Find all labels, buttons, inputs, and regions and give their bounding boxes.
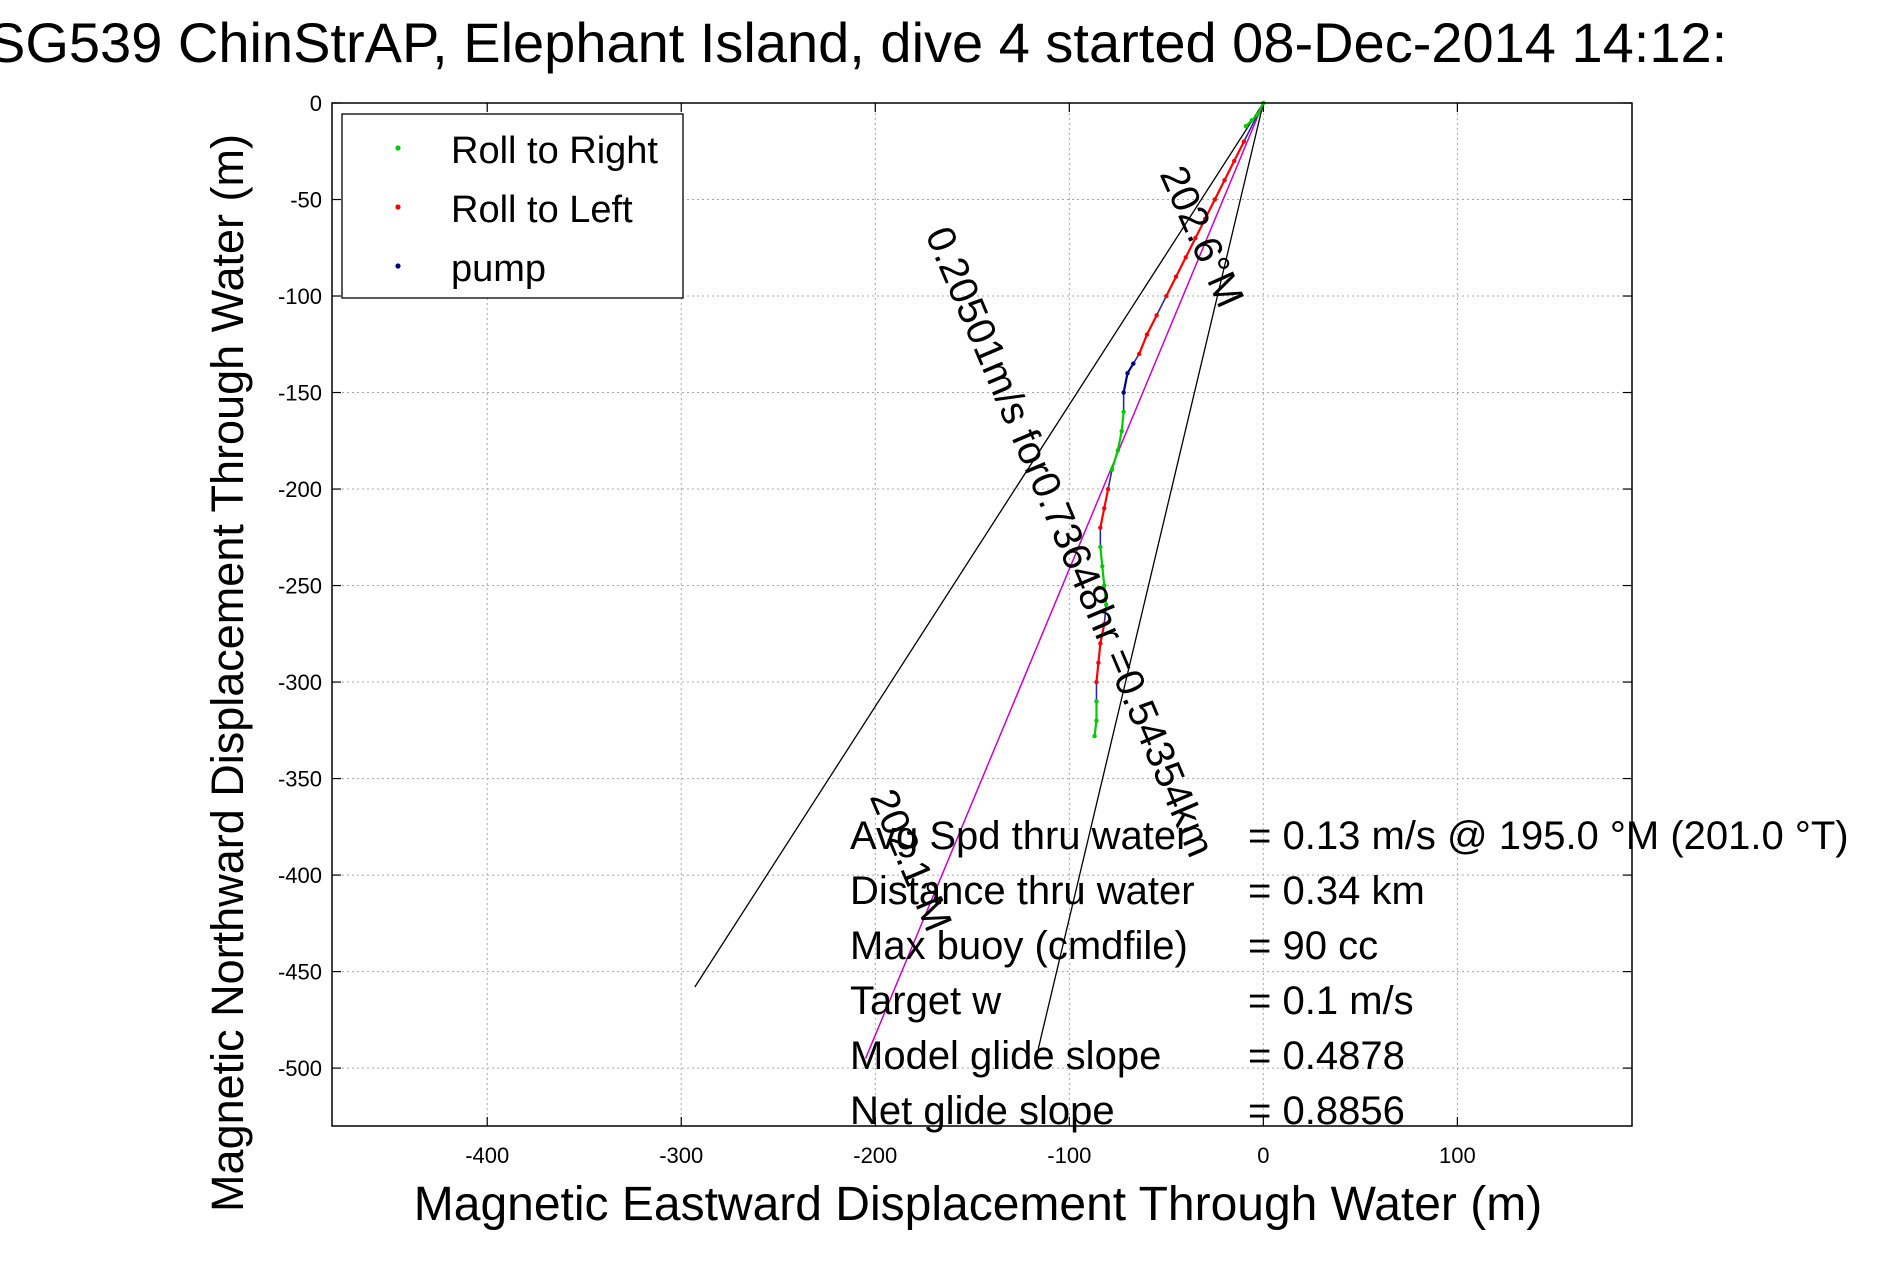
cone-line	[694, 102, 1264, 988]
tick-labels: -400 -300 -200 -100 0 100 0 -50 -100 -150 -200 -250…	[278, 91, 1476, 1168]
y-tick-label: 0	[310, 91, 322, 116]
y-tick-label: -350	[278, 767, 322, 792]
info-value: = 90 cc	[1248, 924, 1378, 968]
roll-left-point	[1144, 332, 1150, 337]
roll-left-point	[1164, 293, 1169, 299]
roll-left-point	[1183, 255, 1188, 260]
x-tick-label: 0	[1257, 1143, 1269, 1168]
roll-right-point	[1092, 733, 1097, 739]
info-label: Distance thru water	[850, 869, 1195, 913]
heading-line	[864, 102, 1265, 1059]
y-tick-label: -250	[278, 574, 322, 599]
roll-right-point	[1094, 718, 1099, 723]
roll-left-segment	[1095, 623, 1106, 683]
x-axis-label: Magnetic Eastward Displacement Through W…	[414, 1178, 1542, 1231]
roll-right-point	[1115, 448, 1121, 453]
pump-point	[1131, 361, 1136, 366]
y-tick-label: -100	[278, 284, 322, 309]
info-label: Avg Spd thru water	[850, 814, 1189, 858]
roll-right-point	[1243, 123, 1249, 129]
roll-left-point	[1202, 216, 1208, 222]
x-tick-label: -200	[853, 1143, 897, 1168]
y-tick-label: -400	[278, 863, 322, 888]
info-value: = 0.34 km	[1248, 869, 1425, 913]
roll-right-segment	[1245, 102, 1265, 127]
roll-left-point	[1222, 178, 1227, 183]
chart-title: SG539 ChinStrAP, Elephant Island, dive 4…	[0, 11, 1727, 74]
roll-right-point	[1249, 118, 1254, 123]
roll-right-point	[1102, 583, 1107, 588]
legend-label: Roll to Right	[451, 130, 658, 172]
roll-right-point	[1255, 112, 1260, 117]
legend-marker	[395, 204, 401, 210]
roll-left-point	[1098, 641, 1103, 646]
legend-marker	[395, 263, 401, 269]
cone-line	[1037, 102, 1264, 1049]
roll-right-point	[1109, 467, 1115, 472]
roll-left-point	[1102, 621, 1107, 627]
y-tick-label: -200	[278, 477, 322, 502]
y-tick-label: -450	[278, 960, 322, 985]
y-tick-label: -300	[278, 670, 322, 695]
x-tick-label: 100	[1439, 1143, 1476, 1168]
roll-left-point	[1136, 351, 1142, 357]
y-axis-label: Magnetic Northward Displacement Through …	[202, 134, 253, 1212]
roll-right-segment	[1110, 411, 1125, 471]
pump-point	[1121, 390, 1126, 395]
roll-left-point	[1232, 158, 1237, 164]
legend: Roll to Right Roll to Left pump	[341, 113, 684, 299]
info-value: = 0.1 m/s	[1248, 979, 1414, 1023]
info-label: Max buoy (cmdfile)	[850, 924, 1188, 968]
roll-left-point	[1102, 506, 1107, 511]
roll-left-point	[1098, 525, 1103, 530]
roll-left-point	[1241, 139, 1247, 144]
heading-line	[864, 102, 1265, 1059]
cone-lines	[694, 102, 1264, 1049]
x-tick-label: -100	[1047, 1143, 1091, 1168]
legend-label: Roll to Left	[451, 189, 633, 231]
info-label: Target w	[850, 979, 1001, 1023]
roll-left-point	[1094, 679, 1099, 685]
roll-left-point	[1173, 274, 1179, 279]
roll-right-point	[1098, 544, 1103, 550]
info-box: Avg Spd thru water = 0.13 m/s @ 195.0 °M …	[850, 814, 1849, 1133]
roll-left-point	[1105, 486, 1111, 492]
x-tick-label: -300	[659, 1143, 703, 1168]
y-tick-label: -150	[278, 381, 322, 406]
track	[1092, 100, 1266, 739]
info-value: = 0.4878	[1248, 1034, 1405, 1078]
legend-marker	[395, 145, 401, 151]
pump-point	[1125, 371, 1130, 376]
x-tick-label: -400	[465, 1143, 509, 1168]
roll-right-point	[1103, 602, 1109, 608]
roll-right-point	[1094, 699, 1099, 704]
roll-right-point	[1119, 428, 1124, 434]
roll-right-point	[1100, 564, 1105, 569]
legend-label: pump	[451, 248, 546, 290]
roll-right-point	[1121, 409, 1126, 415]
roll-left-point	[1096, 660, 1101, 665]
y-tick-label: -50	[290, 188, 322, 213]
roll-left-point	[1212, 197, 1218, 202]
plot-frame	[331, 102, 1633, 1127]
roll-right-segment	[1099, 546, 1108, 605]
info-label: Model glide slope	[850, 1034, 1161, 1078]
roll-left-point	[1154, 313, 1159, 318]
roll-left-point	[1193, 235, 1198, 241]
y-tick-label: -500	[278, 1056, 322, 1081]
info-value: = 0.13 m/s @ 195.0 °M (201.0 °T)	[1248, 814, 1849, 858]
